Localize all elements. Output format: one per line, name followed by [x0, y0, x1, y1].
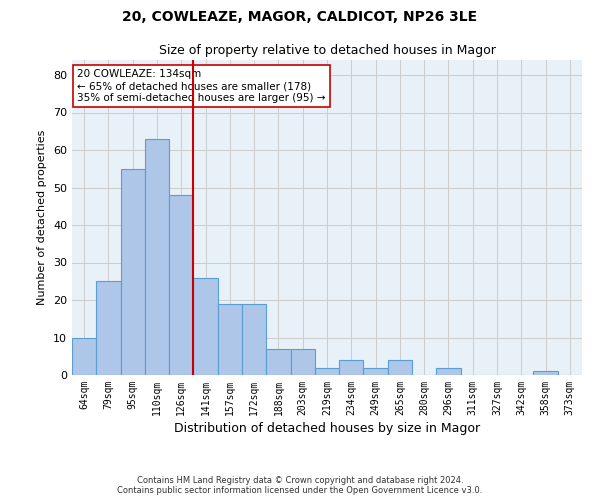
X-axis label: Distribution of detached houses by size in Magor: Distribution of detached houses by size …: [174, 422, 480, 435]
Bar: [436, 368, 461, 375]
Bar: [96, 281, 121, 375]
Text: Contains HM Land Registry data © Crown copyright and database right 2024.
Contai: Contains HM Land Registry data © Crown c…: [118, 476, 482, 495]
Bar: [242, 304, 266, 375]
Bar: [533, 371, 558, 375]
Text: 20, COWLEAZE, MAGOR, CALDICOT, NP26 3LE: 20, COWLEAZE, MAGOR, CALDICOT, NP26 3LE: [122, 10, 478, 24]
Bar: [388, 360, 412, 375]
Bar: [72, 338, 96, 375]
Y-axis label: Number of detached properties: Number of detached properties: [37, 130, 47, 305]
Bar: [266, 349, 290, 375]
Bar: [339, 360, 364, 375]
Bar: [290, 349, 315, 375]
Bar: [315, 368, 339, 375]
Title: Size of property relative to detached houses in Magor: Size of property relative to detached ho…: [158, 44, 496, 58]
Text: 20 COWLEAZE: 134sqm
← 65% of detached houses are smaller (178)
35% of semi-detac: 20 COWLEAZE: 134sqm ← 65% of detached ho…: [77, 70, 326, 102]
Bar: [218, 304, 242, 375]
Bar: [169, 195, 193, 375]
Bar: [193, 278, 218, 375]
Bar: [121, 169, 145, 375]
Bar: [145, 138, 169, 375]
Bar: [364, 368, 388, 375]
